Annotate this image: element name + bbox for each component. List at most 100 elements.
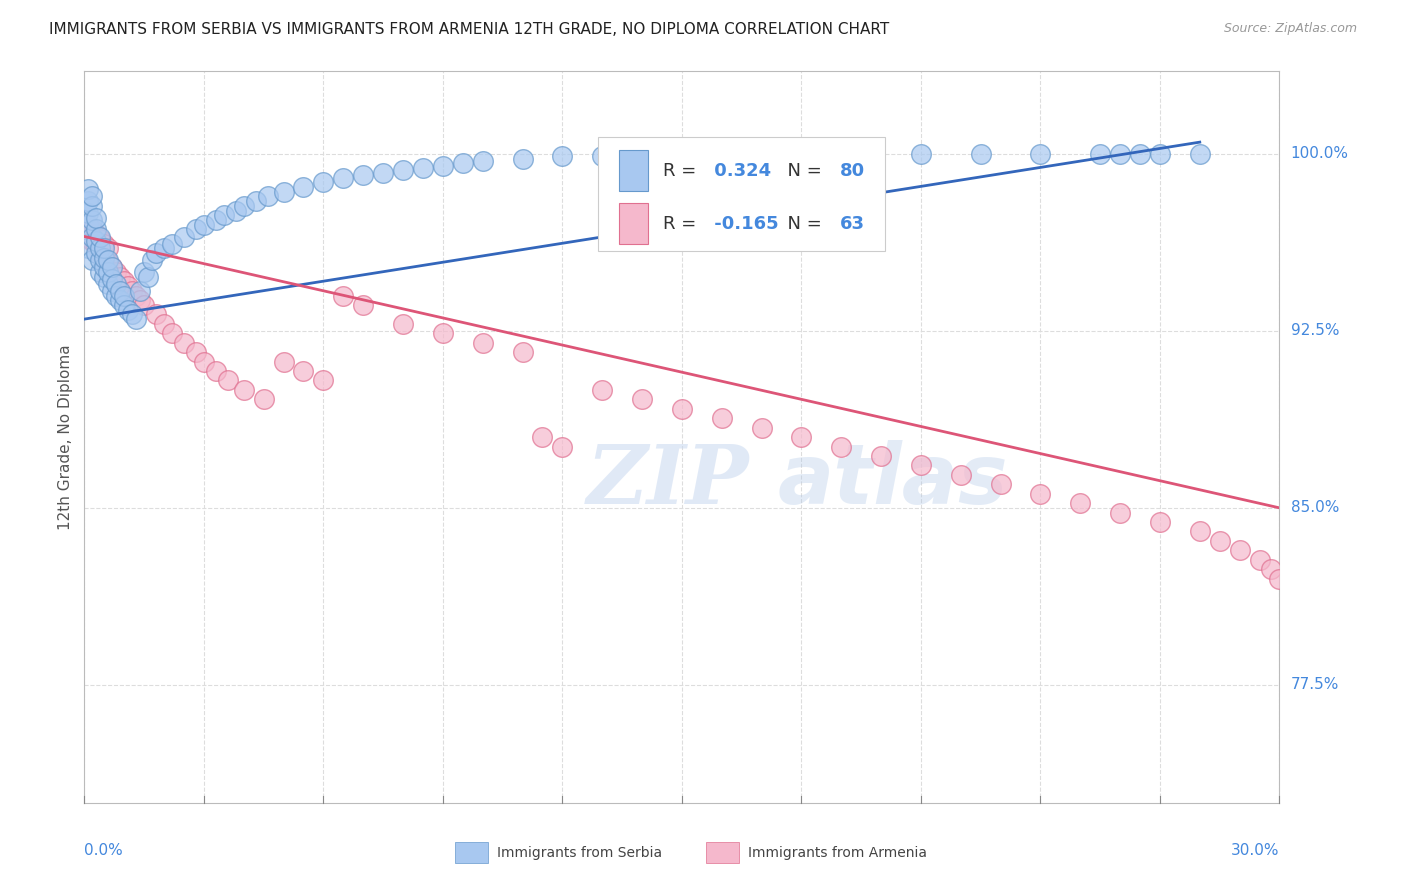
Point (153, 317, 176, 331)
Point (205, 213, 228, 227)
Point (93, 260, 115, 275)
Bar (619, 151, 648, 191)
Point (1229, 543, 1251, 558)
Point (1149, 147, 1171, 161)
Point (77, 206, 100, 220)
Bar (456, 842, 488, 863)
Point (591, 149, 613, 163)
Point (232, 383, 254, 397)
Point (451, 156, 474, 170)
Bar (619, 203, 648, 244)
Point (86, 239, 108, 253)
Point (77, 241, 100, 255)
Text: ZIP: ZIP (586, 441, 749, 521)
Point (352, 298, 374, 312)
Text: 30.0%: 30.0% (1232, 843, 1279, 858)
Point (312, 175, 335, 189)
Point (89, 246, 111, 260)
Point (97, 253, 120, 268)
Point (970, 147, 993, 161)
Text: 0.324: 0.324 (709, 161, 772, 179)
Point (256, 189, 278, 203)
Point (77, 218, 100, 232)
Point (141, 253, 163, 268)
Point (292, 180, 315, 194)
Point (432, 326, 454, 341)
Point (232, 199, 254, 213)
Point (125, 288, 148, 302)
Point (86, 211, 108, 225)
Point (245, 194, 267, 208)
Text: 100.0%: 100.0% (1291, 146, 1348, 161)
Point (512, 152, 534, 166)
Text: 0.0%: 0.0% (84, 843, 124, 858)
Text: 85.0%: 85.0% (1291, 500, 1339, 516)
Point (110, 269, 132, 284)
Point (105, 277, 128, 291)
Point (82, 189, 104, 203)
Text: atlas: atlas (778, 441, 1008, 522)
Point (82, 199, 104, 213)
Point (86, 227, 108, 242)
Point (89, 265, 111, 279)
Text: Immigrants from Serbia: Immigrants from Serbia (496, 846, 662, 860)
Point (93, 241, 115, 255)
Point (1249, 553, 1271, 567)
Point (89, 229, 111, 244)
Point (1260, 562, 1282, 576)
Point (412, 161, 434, 175)
Point (751, 420, 773, 434)
Point (1129, 147, 1152, 161)
Point (671, 401, 693, 416)
Point (97, 265, 120, 279)
Text: Immigrants from Armenia: Immigrants from Armenia (748, 846, 927, 860)
Point (531, 430, 554, 444)
Point (145, 246, 167, 260)
Point (212, 208, 235, 222)
Point (145, 307, 167, 321)
Point (93, 236, 115, 251)
Point (86, 234, 108, 248)
Point (292, 364, 315, 378)
Point (471, 335, 494, 350)
Point (173, 229, 195, 244)
Point (82, 213, 104, 227)
Point (1149, 515, 1171, 529)
Point (97, 241, 120, 255)
Text: 80: 80 (839, 161, 865, 179)
Point (591, 383, 613, 397)
Point (184, 345, 207, 359)
Point (105, 265, 128, 279)
Point (790, 430, 813, 444)
Point (89, 241, 111, 255)
Point (82, 253, 104, 268)
Point (949, 467, 972, 482)
Point (110, 284, 132, 298)
Point (173, 335, 195, 350)
Text: N =: N = (776, 161, 828, 179)
Point (129, 293, 152, 308)
Point (312, 374, 335, 388)
Y-axis label: 12th Grade, No Diploma: 12th Grade, No Diploma (58, 344, 73, 530)
Point (89, 253, 111, 268)
Point (110, 293, 132, 308)
Text: -0.165: -0.165 (709, 215, 779, 233)
Point (101, 260, 124, 275)
Point (97, 255, 120, 269)
Point (710, 411, 733, 425)
Point (82, 222, 104, 236)
Point (990, 477, 1012, 491)
Point (160, 236, 183, 251)
Point (1090, 147, 1112, 161)
Text: Source: ZipAtlas.com: Source: ZipAtlas.com (1223, 22, 1357, 36)
Point (97, 277, 120, 291)
Point (125, 312, 148, 326)
Point (112, 288, 135, 302)
Point (1069, 496, 1091, 510)
Point (89, 232, 111, 246)
Point (851, 147, 873, 161)
Bar (706, 842, 740, 863)
Point (160, 326, 183, 341)
Point (129, 284, 152, 298)
Point (1109, 506, 1132, 520)
